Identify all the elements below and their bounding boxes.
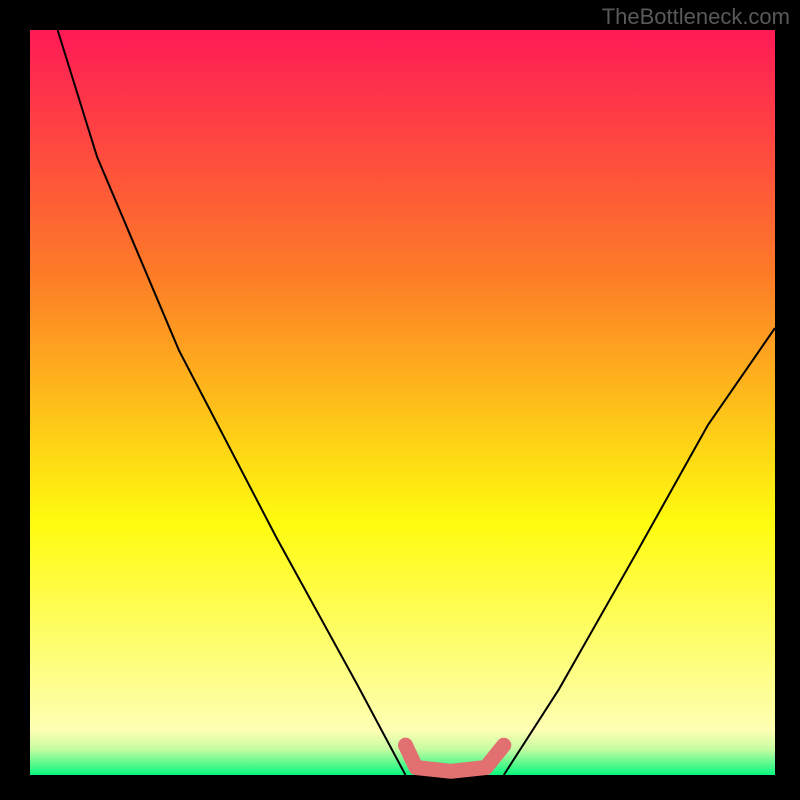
curve-right <box>504 328 775 775</box>
bottom-marker <box>406 745 504 771</box>
chart-container: TheBottleneck.com <box>0 0 800 800</box>
curve-svg <box>30 30 775 775</box>
watermark-text: TheBottleneck.com <box>602 4 790 30</box>
curve-left <box>58 30 406 775</box>
plot-area <box>30 30 775 775</box>
